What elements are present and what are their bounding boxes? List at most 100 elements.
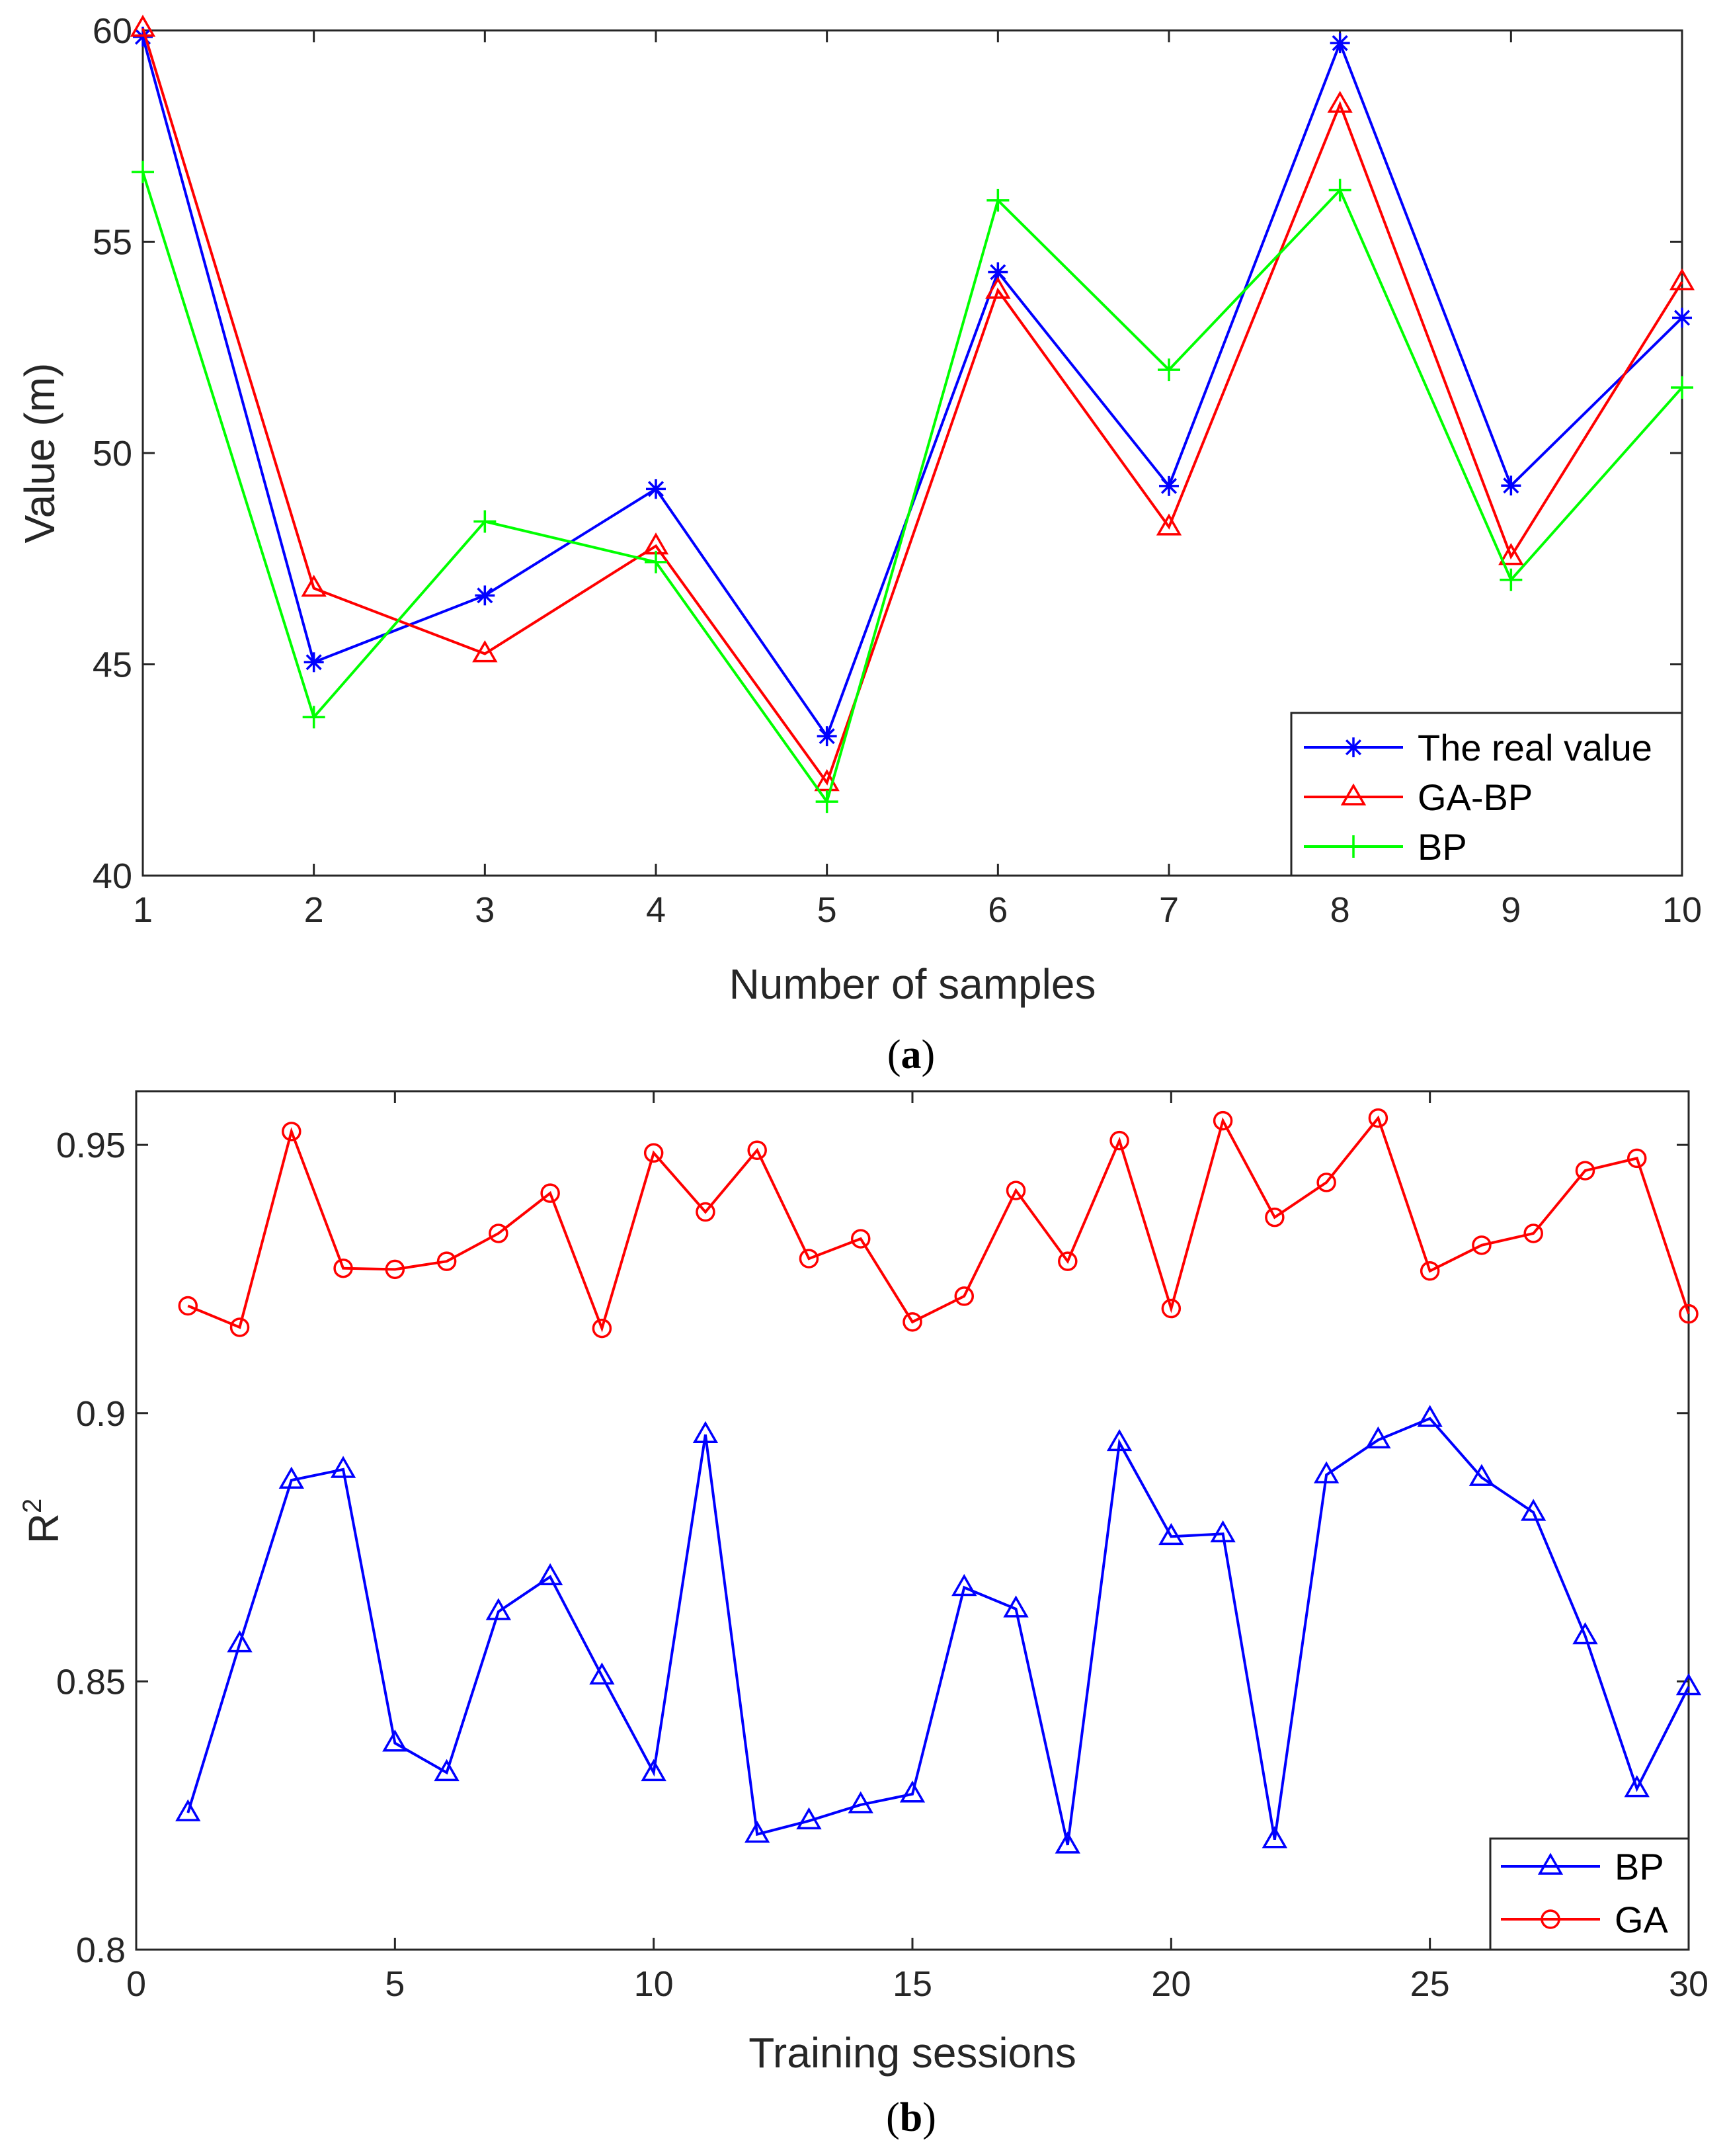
panel-b-series-bp-point-shape [589,1662,615,1685]
panel-b-series-bp-point [1158,1522,1184,1546]
panel-b-series-ga-point [850,1229,871,1249]
panel-b-series-ga-point [489,1223,508,1243]
panel-a-series-the-real-value-point-stroke [990,264,1006,280]
panel-a-ylabel: Value (m) [16,363,63,544]
panel-a-series-ga-bp-point-shape [1498,543,1524,565]
panel-a-legend-ga-bp-marker [1340,783,1367,806]
panel-a-series-the-real-value-point [646,479,666,499]
panel-b-ylabel: R2 [18,1499,67,1544]
panel-b-series-bp-point-shape [1572,1622,1598,1645]
panel-b-series-ga-point [1368,1108,1388,1128]
panel-a-xtick-label: 1 [133,890,153,930]
panel-a-series-ga-bp-point-shape [1156,513,1182,536]
panel-b-series-bp-point-shape [434,1759,460,1782]
panel-b-series-bp-point-shape [1313,1461,1340,1483]
panel-b-series-bp-point-shape [744,1821,770,1843]
panel-a-series-ga-bp-point [472,640,498,663]
panel-b-legend-ga-marker [1541,1909,1560,1929]
panel-b-series-bp-point-shape [175,1799,201,1821]
panel-b-series-ga-point-shape [1058,1251,1078,1271]
panel-b-series-bp-point-shape [485,1598,512,1620]
panel-b-series-bp-point-shape [1003,1595,1029,1618]
panel-b-series-ga-point-shape [1472,1235,1492,1255]
panel-b-series-ga-point-shape [333,1258,353,1278]
panel-a-series-the-real-value-point-stroke [1673,310,1691,326]
panel-b-series-ga-point [282,1122,301,1141]
panel-b-series-ga-point [1420,1261,1440,1281]
panel-a-series-ga-bp-point-shape [985,276,1011,299]
panel-b-series-ga-point [1109,1130,1129,1151]
panel-a-series-the-real-value-point [1501,476,1521,496]
panel-b-series-bp-point [330,1456,356,1478]
panel-b-series-bp-point [796,1807,822,1830]
panel-b-series-bp-point-shape [1417,1405,1443,1427]
panel-b-series-bp-point [641,1759,666,1782]
panel-b-series-bp-point [1675,1673,1702,1696]
panel-a-series-ga-bp-point [1669,268,1695,291]
panel-b-series-ga-point [1575,1161,1595,1181]
panel-b-ylabel-text: R [20,1513,67,1544]
panel-a-series-the-real-value-point [475,585,495,606]
panel-b-ticks: 0 5 10 15 20 25 30 0.8 0.85 0.9 0.95 [56,1091,1708,2004]
panel-b-series-ga-point [1679,1304,1699,1324]
panel-b-series-ga-point-shape [643,1143,664,1163]
panel-a-series-bp-point [1671,376,1693,399]
panel-a-series-the-real-value-point [303,652,324,673]
panel-a-series-the-real-value-point-stroke [1160,477,1178,494]
panel-a-xtick-label: 3 [475,890,495,930]
panel-b-xtick-label: 10 [634,1964,674,2004]
panel-b-series-ga-point-shape [1523,1223,1543,1243]
panel-b-series-bp-point [1106,1429,1133,1452]
panel-b-series-bp-point-shape [1210,1520,1236,1543]
panel-a-xtick-label: 5 [817,890,837,930]
panel-a-series-the-real-value-point [1159,476,1179,496]
panel-b-series-ga-point-shape [1627,1148,1647,1169]
panel-a-ytick-label: 60 [93,11,132,51]
panel-b-series-ga-point [592,1318,612,1339]
panel-a-series-the-real-value-point [817,726,837,747]
panel-b-series-ga-point-shape [489,1223,508,1243]
panel-a-xtick-label: 7 [1159,890,1179,930]
panel-a-xtick-label: 8 [1330,890,1350,930]
panel-a-ytick-label: 45 [93,645,132,685]
panel-a-xlabel: Number of samples [729,960,1096,1008]
panel-a-series-ga-bp-point-shape [472,640,498,663]
panel-b-xtick-label: 30 [1669,1964,1708,2004]
panel-a-series-bp-line [141,171,1683,805]
panel-a-series-ga-bp-point-shape [1327,91,1353,113]
panel-b-legend-bp-marker-shape [1537,1852,1564,1875]
panel-a-series-bp-point [132,161,154,184]
panel-b-xtick-label: 5 [385,1964,405,2004]
panel-a-caption-letter: a [901,1032,922,1077]
panel-a-ytick-label: 55 [93,223,132,263]
panel-a-legend-the-real-value-marker-stroke [1345,739,1362,756]
panel-b-series-ga-point-shape [282,1122,301,1141]
panel-b-series [175,1108,1702,1854]
panel-a-xtick-label: 6 [988,890,1008,930]
panel-b-series-bp-point-shape [278,1466,304,1489]
panel-a-legend-bp-label: BP [1418,826,1467,868]
panel-b-ytick-label: 0.95 [56,1126,126,1165]
panel-b-series-ga-point [1627,1148,1647,1169]
panel-b-series-bp-point-shape [1521,1499,1546,1521]
panel-b-series-ga-point-shape [540,1183,560,1203]
panel-b-series-ga-point-shape [1368,1108,1388,1128]
panel-b-series-ga-point [954,1286,975,1306]
panel-b-series-bp-point-shape [330,1456,356,1478]
panel-b-legend-ga-marker-shape [1541,1909,1560,1929]
panel-b-xtick-label: 15 [893,1964,932,2004]
panel-b-series-ga-point [1265,1207,1285,1227]
panel-a-series-the-real-value-point [1672,308,1692,328]
panel-b-series-ga-point-shape [1420,1261,1440,1281]
panel-b-series-bp-point-shape [641,1759,666,1782]
panel-b-series-ga-point-shape [229,1317,250,1337]
panel-b-series-bp-point [848,1791,873,1813]
panel-a-caption-close: ) [922,1032,936,1077]
panel-a-series [130,15,1695,813]
panel-b-series-bp-point-shape [899,1780,926,1803]
panel-a-series-ga-bp-point [1156,513,1182,536]
panel-a-ytick-label: 40 [93,856,132,896]
panel-b-chart: 0 5 10 15 20 25 30 0.8 0.85 0.9 0.95 Training sess… [18,1090,1708,2140]
